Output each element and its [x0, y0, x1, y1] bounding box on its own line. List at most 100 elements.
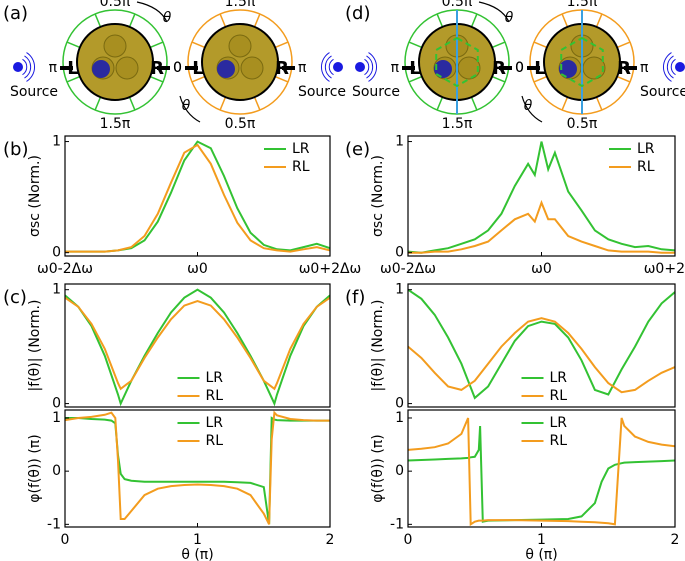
ring-label-top: 1.5π [567, 0, 598, 10]
spoke [128, 96, 136, 111]
ring-label-top: 0.5π [100, 0, 131, 10]
panel-label: (c) [3, 287, 27, 308]
wave [666, 55, 674, 79]
scatterer-disk [76, 23, 154, 101]
scatterer-disk [201, 23, 279, 101]
y-tick-label: 1 [52, 282, 61, 298]
port-label-r: R [150, 58, 164, 79]
y-axis-label: σsc (Norm.) [370, 155, 386, 237]
legend-label: LR [637, 141, 655, 157]
hole [115, 56, 139, 80]
y-tick-label: 0 [52, 245, 61, 261]
series-line [408, 417, 675, 527]
theta-label: θ [524, 98, 533, 114]
source-label: Source [640, 84, 685, 100]
panel-label: (d) [345, 3, 370, 24]
source-dot [13, 62, 23, 72]
spoke [94, 13, 102, 28]
spoke [66, 75, 81, 83]
port-label-l: L [192, 58, 203, 79]
spoke [595, 96, 603, 111]
y-tick-label: 1 [395, 282, 404, 298]
spoke [94, 96, 102, 111]
ring-label-right: π [640, 60, 649, 76]
y-axis-label: φ(f(θ)) (π) [27, 434, 43, 502]
theta-arrow [179, 95, 201, 123]
port-label-r: R [617, 58, 631, 79]
x-tick-label: 2 [326, 532, 335, 548]
spoke [408, 75, 423, 83]
y-tick-label: 1 [52, 134, 61, 150]
plot: 0 1 (c)|f(θ)| (Norm.) LR RL [3, 282, 331, 412]
y-tick-label: 0 [395, 463, 404, 479]
wave [26, 52, 35, 82]
plot-frame [64, 283, 331, 408]
spoke [149, 75, 164, 83]
y-tick-label: 1 [395, 134, 404, 150]
plot-frame [64, 409, 331, 528]
x-tick-label: ω0 [531, 261, 552, 277]
ring-label-bottom: 0.5π [567, 116, 598, 132]
legend-label: RL [292, 159, 310, 175]
wave [22, 58, 28, 76]
y-tick-label: 0 [52, 396, 61, 412]
y-tick-label: -1 [47, 516, 61, 532]
hole [228, 34, 252, 58]
wave [324, 55, 332, 79]
series-line [408, 288, 675, 400]
spoke [595, 13, 603, 28]
x-tick-label: ω0-2Δω [380, 261, 436, 277]
spoke [470, 13, 478, 28]
port-label-l: L [409, 58, 420, 79]
series-line [65, 296, 330, 391]
ring-label-left: π [391, 60, 400, 76]
plot-frame [407, 409, 676, 528]
legend-label: LR [292, 141, 310, 157]
plot-frame [64, 135, 331, 257]
source-dot [333, 62, 343, 72]
spoke [149, 41, 164, 49]
ring-label-right: π [298, 60, 307, 76]
legend-label: RL [637, 159, 655, 175]
spoke [616, 75, 631, 83]
spoke [616, 41, 631, 49]
x-axis-label: θ (π) [181, 547, 213, 561]
spoke [219, 13, 227, 28]
spoke [274, 41, 289, 49]
x-tick-label: 1 [193, 532, 202, 548]
ring-label-right: 0 [173, 60, 182, 76]
wave [321, 52, 330, 82]
spoke [436, 96, 444, 111]
port-label-r: R [492, 58, 506, 79]
spoke [436, 13, 444, 28]
ring-label-bottom: 1.5π [442, 116, 473, 132]
ring-label-top: 0.5π [442, 0, 473, 10]
y-axis-label: |f(θ)| (Norm.) [27, 300, 43, 392]
spoke [191, 41, 206, 49]
source-dot [355, 62, 365, 72]
spoke [533, 75, 548, 83]
blue-hole [434, 60, 452, 78]
spoke [408, 41, 423, 49]
wave [364, 58, 370, 76]
x-axis-label: θ (π) [525, 547, 557, 561]
spoke [470, 96, 478, 111]
legend-label: LR [206, 370, 224, 386]
spoke [491, 75, 506, 83]
blue-hole [559, 60, 577, 78]
y-axis-label: σsc (Norm.) [27, 155, 43, 237]
spoke [274, 75, 289, 83]
y-tick-label: -1 [390, 516, 404, 532]
source-label: Source [352, 84, 400, 100]
series-line [65, 288, 330, 407]
panel-label: (a) [3, 3, 28, 24]
theta-label: θ [505, 10, 514, 26]
x-tick-label: ω0-2Δω [37, 261, 93, 277]
legend-label: LR [206, 415, 224, 431]
theta-label: θ [163, 10, 172, 26]
star-outline [560, 36, 604, 88]
legend-label: LR [550, 370, 568, 386]
y-tick-label: 1 [52, 410, 61, 426]
series-line [408, 141, 675, 254]
